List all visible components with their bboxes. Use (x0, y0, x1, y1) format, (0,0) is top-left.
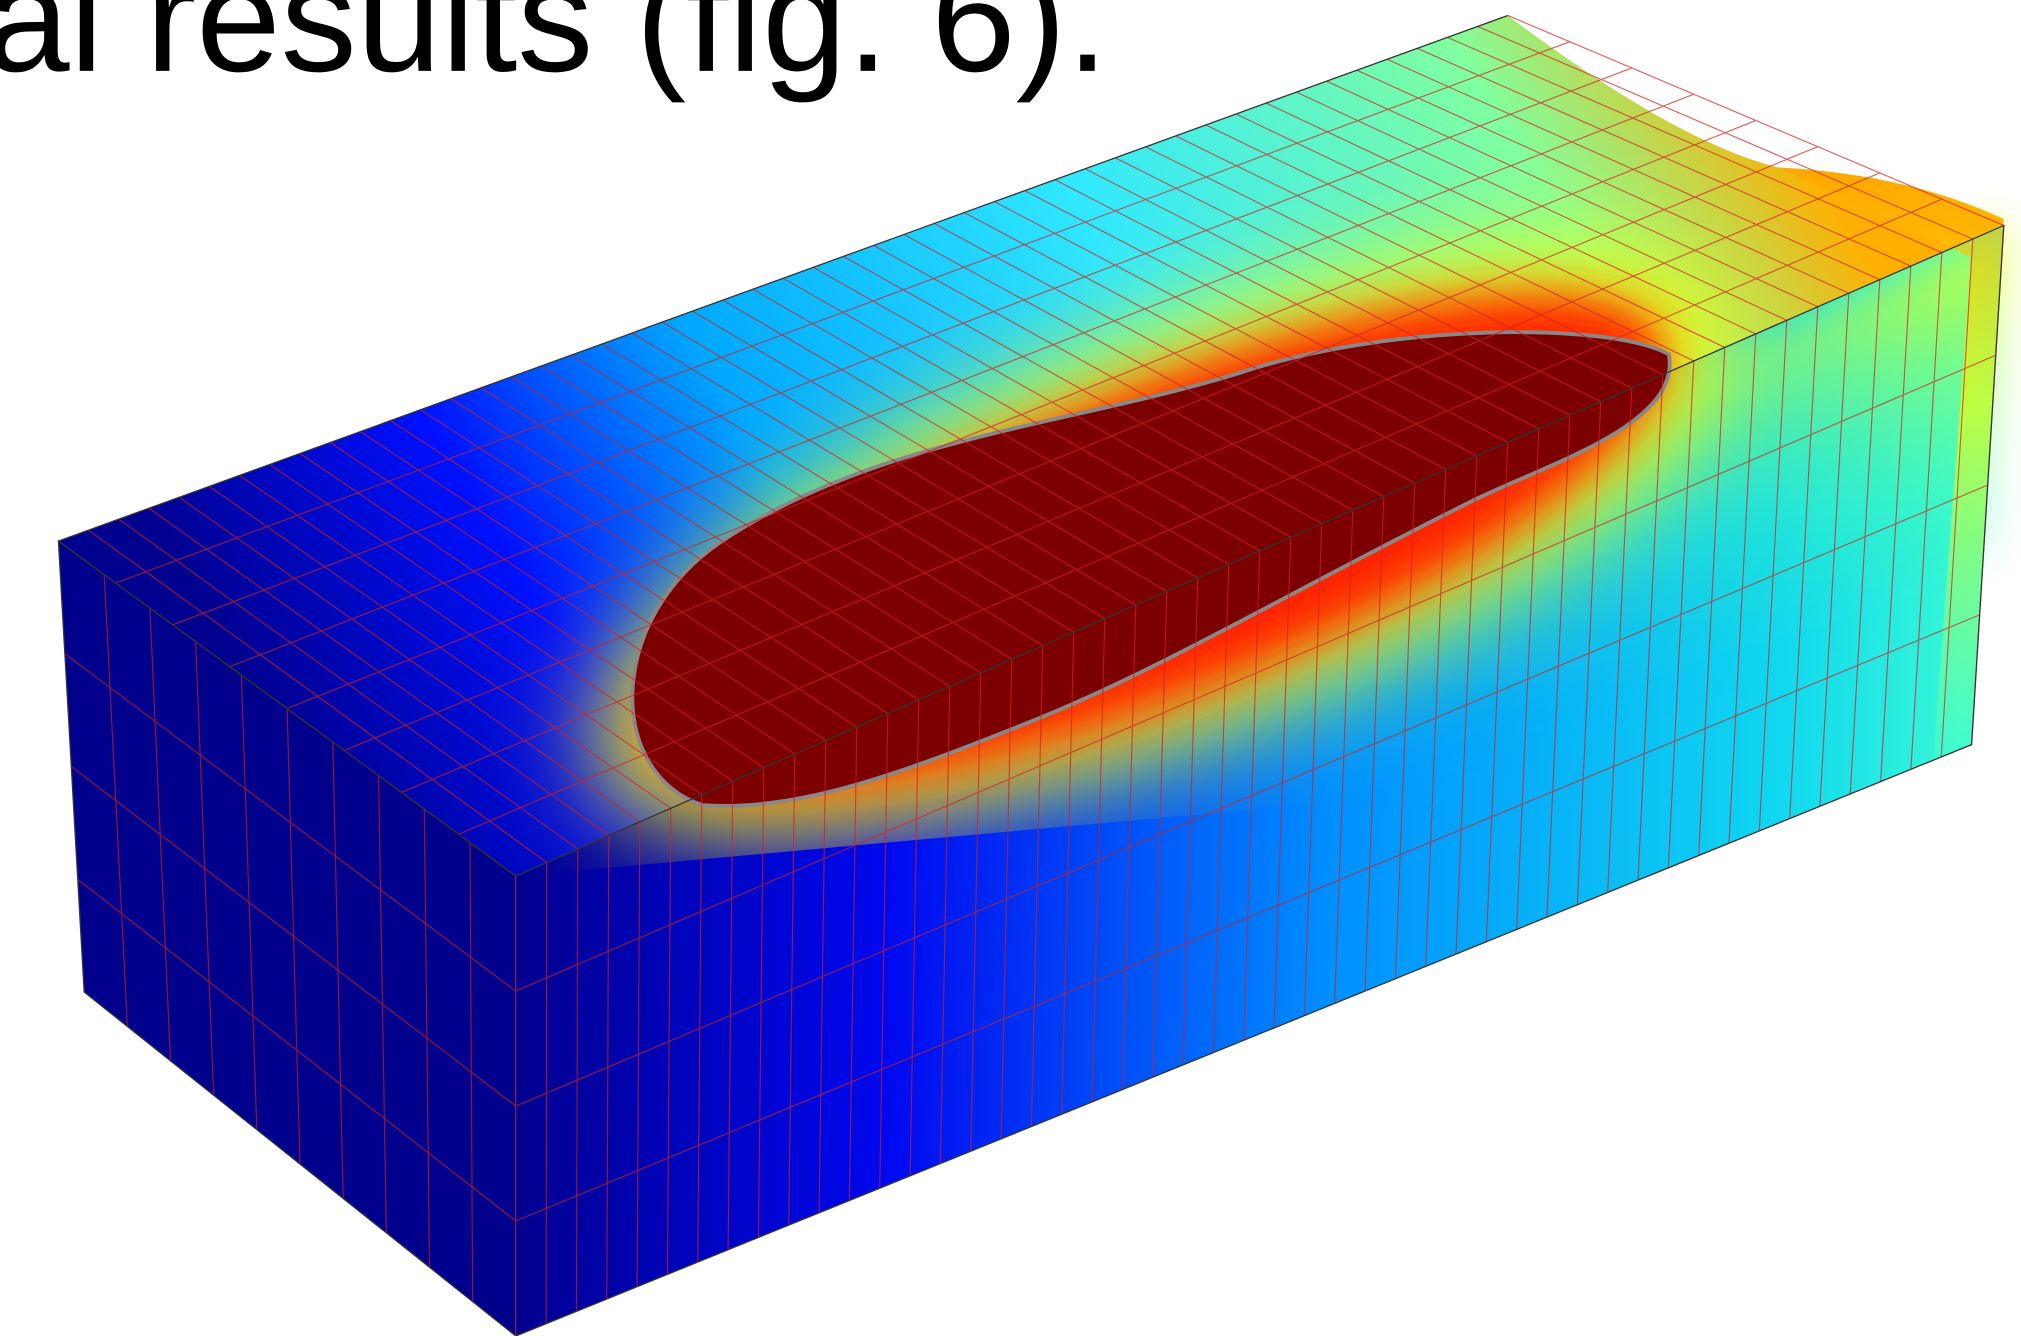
page: al results (fig. 6). (() => { const data… (0, 0, 2021, 1336)
simulation-figure: al results (fig. 6). (0, 0, 2021, 1336)
caption: al results (fig. 6). (0, 0, 1109, 104)
